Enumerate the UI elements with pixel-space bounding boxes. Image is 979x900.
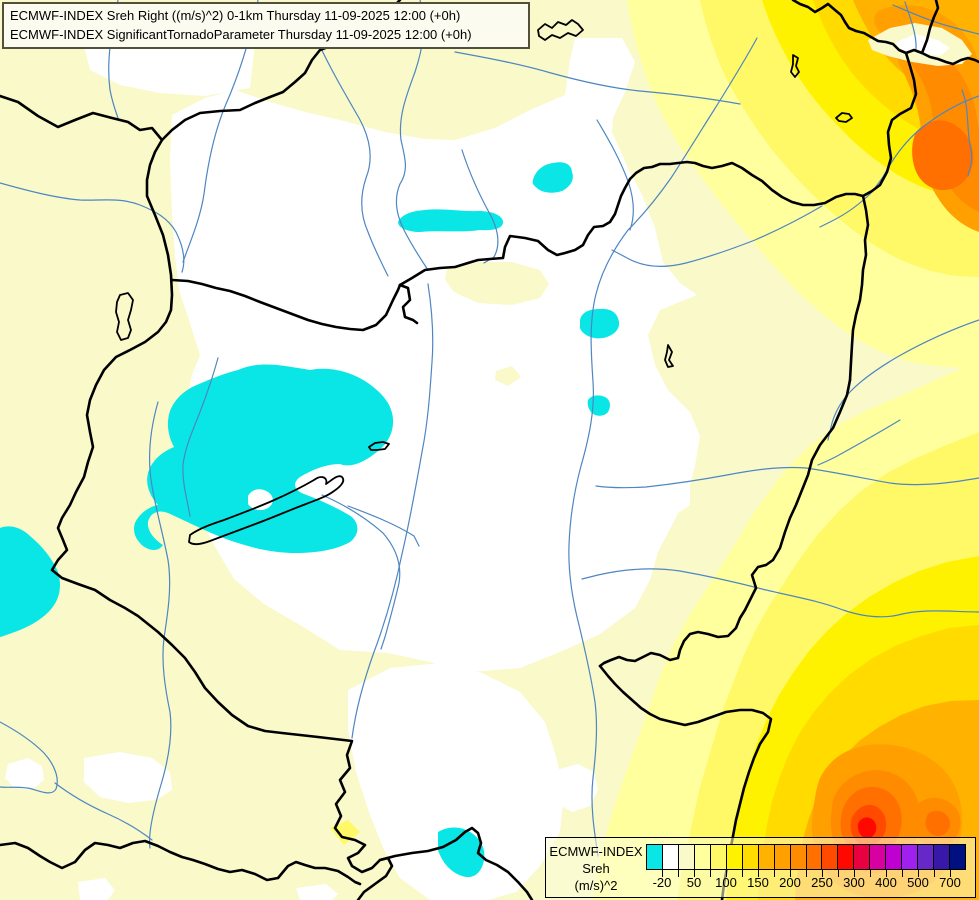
- legend-color-cell: [742, 845, 759, 869]
- legend-tick: [726, 870, 727, 877]
- title-line-2: ECMWF-INDEX SignificantTornadoParameter …: [10, 27, 472, 42]
- legend-tick: [694, 870, 695, 877]
- legend-tick-label: 100: [715, 875, 737, 890]
- legend-tick-label: 250: [811, 875, 833, 890]
- legend-label-line1: ECMWF-INDEX: [549, 844, 643, 859]
- legend-bar-wrap: -20 50 100 150 200 250 300 400 500 700: [646, 844, 966, 897]
- legend-tick: [710, 870, 711, 877]
- legend-label: ECMWF-INDEX Sreh (m/s)^2: [546, 838, 646, 897]
- legend-color-cell: [726, 845, 743, 869]
- legend-tick: [758, 870, 759, 877]
- cyan-white-hole: [248, 489, 273, 511]
- title-box: ECMWF-INDEX Sreh Right ((m/s)^2) 0-1km T…: [2, 2, 530, 49]
- small-outline-ne2: [790, 54, 800, 78]
- legend-color-cell: [774, 845, 791, 869]
- legend-color-cell: [902, 845, 919, 869]
- small-outline-north: [537, 19, 584, 41]
- legend-tick: [934, 870, 935, 877]
- legend-color-cell: [854, 845, 871, 869]
- legend-tick-labels: -20 50 100 150 200 250 300 400 500 700: [646, 875, 966, 891]
- legend-tick: [806, 870, 807, 877]
- legend-tick-label: 300: [843, 875, 865, 890]
- small-outline-center: [664, 344, 674, 368]
- legend-tick-label: 700: [939, 875, 961, 890]
- legend-color-cell: [950, 845, 966, 869]
- legend: ECMWF-INDEX Sreh (m/s)^2 -20 50 100 150 200 2…: [545, 837, 976, 898]
- legend-tick: [886, 870, 887, 877]
- lake-velence-outline: [368, 441, 390, 451]
- legend-color-cell: [758, 845, 775, 869]
- legend-color-cell: [886, 845, 903, 869]
- legend-tick-label: -20: [652, 875, 672, 890]
- lake-outlines: [115, 19, 853, 546]
- legend-tick-label: 150: [747, 875, 769, 890]
- legend-tick: [918, 870, 919, 877]
- legend-color-cell: [918, 845, 935, 869]
- legend-tick-label: 50: [686, 875, 702, 890]
- legend-colorbar: [646, 844, 966, 870]
- legend-tick: [854, 870, 855, 877]
- legend-tick-label: 200: [779, 875, 801, 890]
- legend-tick: [774, 870, 775, 877]
- title-line-1: ECMWF-INDEX Sreh Right ((m/s)^2) 0-1km T…: [10, 8, 461, 23]
- rivers: [0, 0, 979, 857]
- legend-color-cell: [822, 845, 839, 869]
- legend-color-cell: [662, 845, 679, 869]
- legend-label-line3: (m/s)^2: [574, 878, 618, 893]
- contour-fills-cream-patches: [445, 23, 972, 386]
- legend-tick: [678, 870, 679, 877]
- legend-color-cell: [710, 845, 727, 869]
- legend-tick: [790, 870, 791, 877]
- contour-fills-northeast: [627, 0, 979, 368]
- lake-neusiedl-outline: [115, 292, 134, 341]
- legend-tick: [950, 870, 951, 877]
- legend-color-cell: [838, 845, 855, 869]
- contour-yellow-diamond: [330, 820, 360, 845]
- legend-color-cell: [647, 845, 663, 869]
- small-outline-ne: [835, 112, 853, 123]
- legend-color-cell: [678, 845, 695, 869]
- legend-color-cell: [806, 845, 823, 869]
- legend-tick-label: 400: [875, 875, 897, 890]
- lake-balaton-outline: [188, 475, 345, 546]
- legend-tick: [662, 870, 663, 877]
- legend-tick: [742, 870, 743, 877]
- legend-color-cell: [934, 845, 951, 869]
- legend-tick: [902, 870, 903, 877]
- legend-tick: [870, 870, 871, 877]
- legend-label-line2: Sreh: [582, 861, 610, 876]
- legend-tick-label: 500: [907, 875, 929, 890]
- legend-color-cell: [870, 845, 887, 869]
- contour-fills-cyan: [0, 162, 620, 878]
- legend-tick: [822, 870, 823, 877]
- legend-color-cell: [790, 845, 807, 869]
- legend-color-cell: [694, 845, 711, 869]
- legend-ticks: [646, 870, 966, 877]
- legend-tick: [838, 870, 839, 877]
